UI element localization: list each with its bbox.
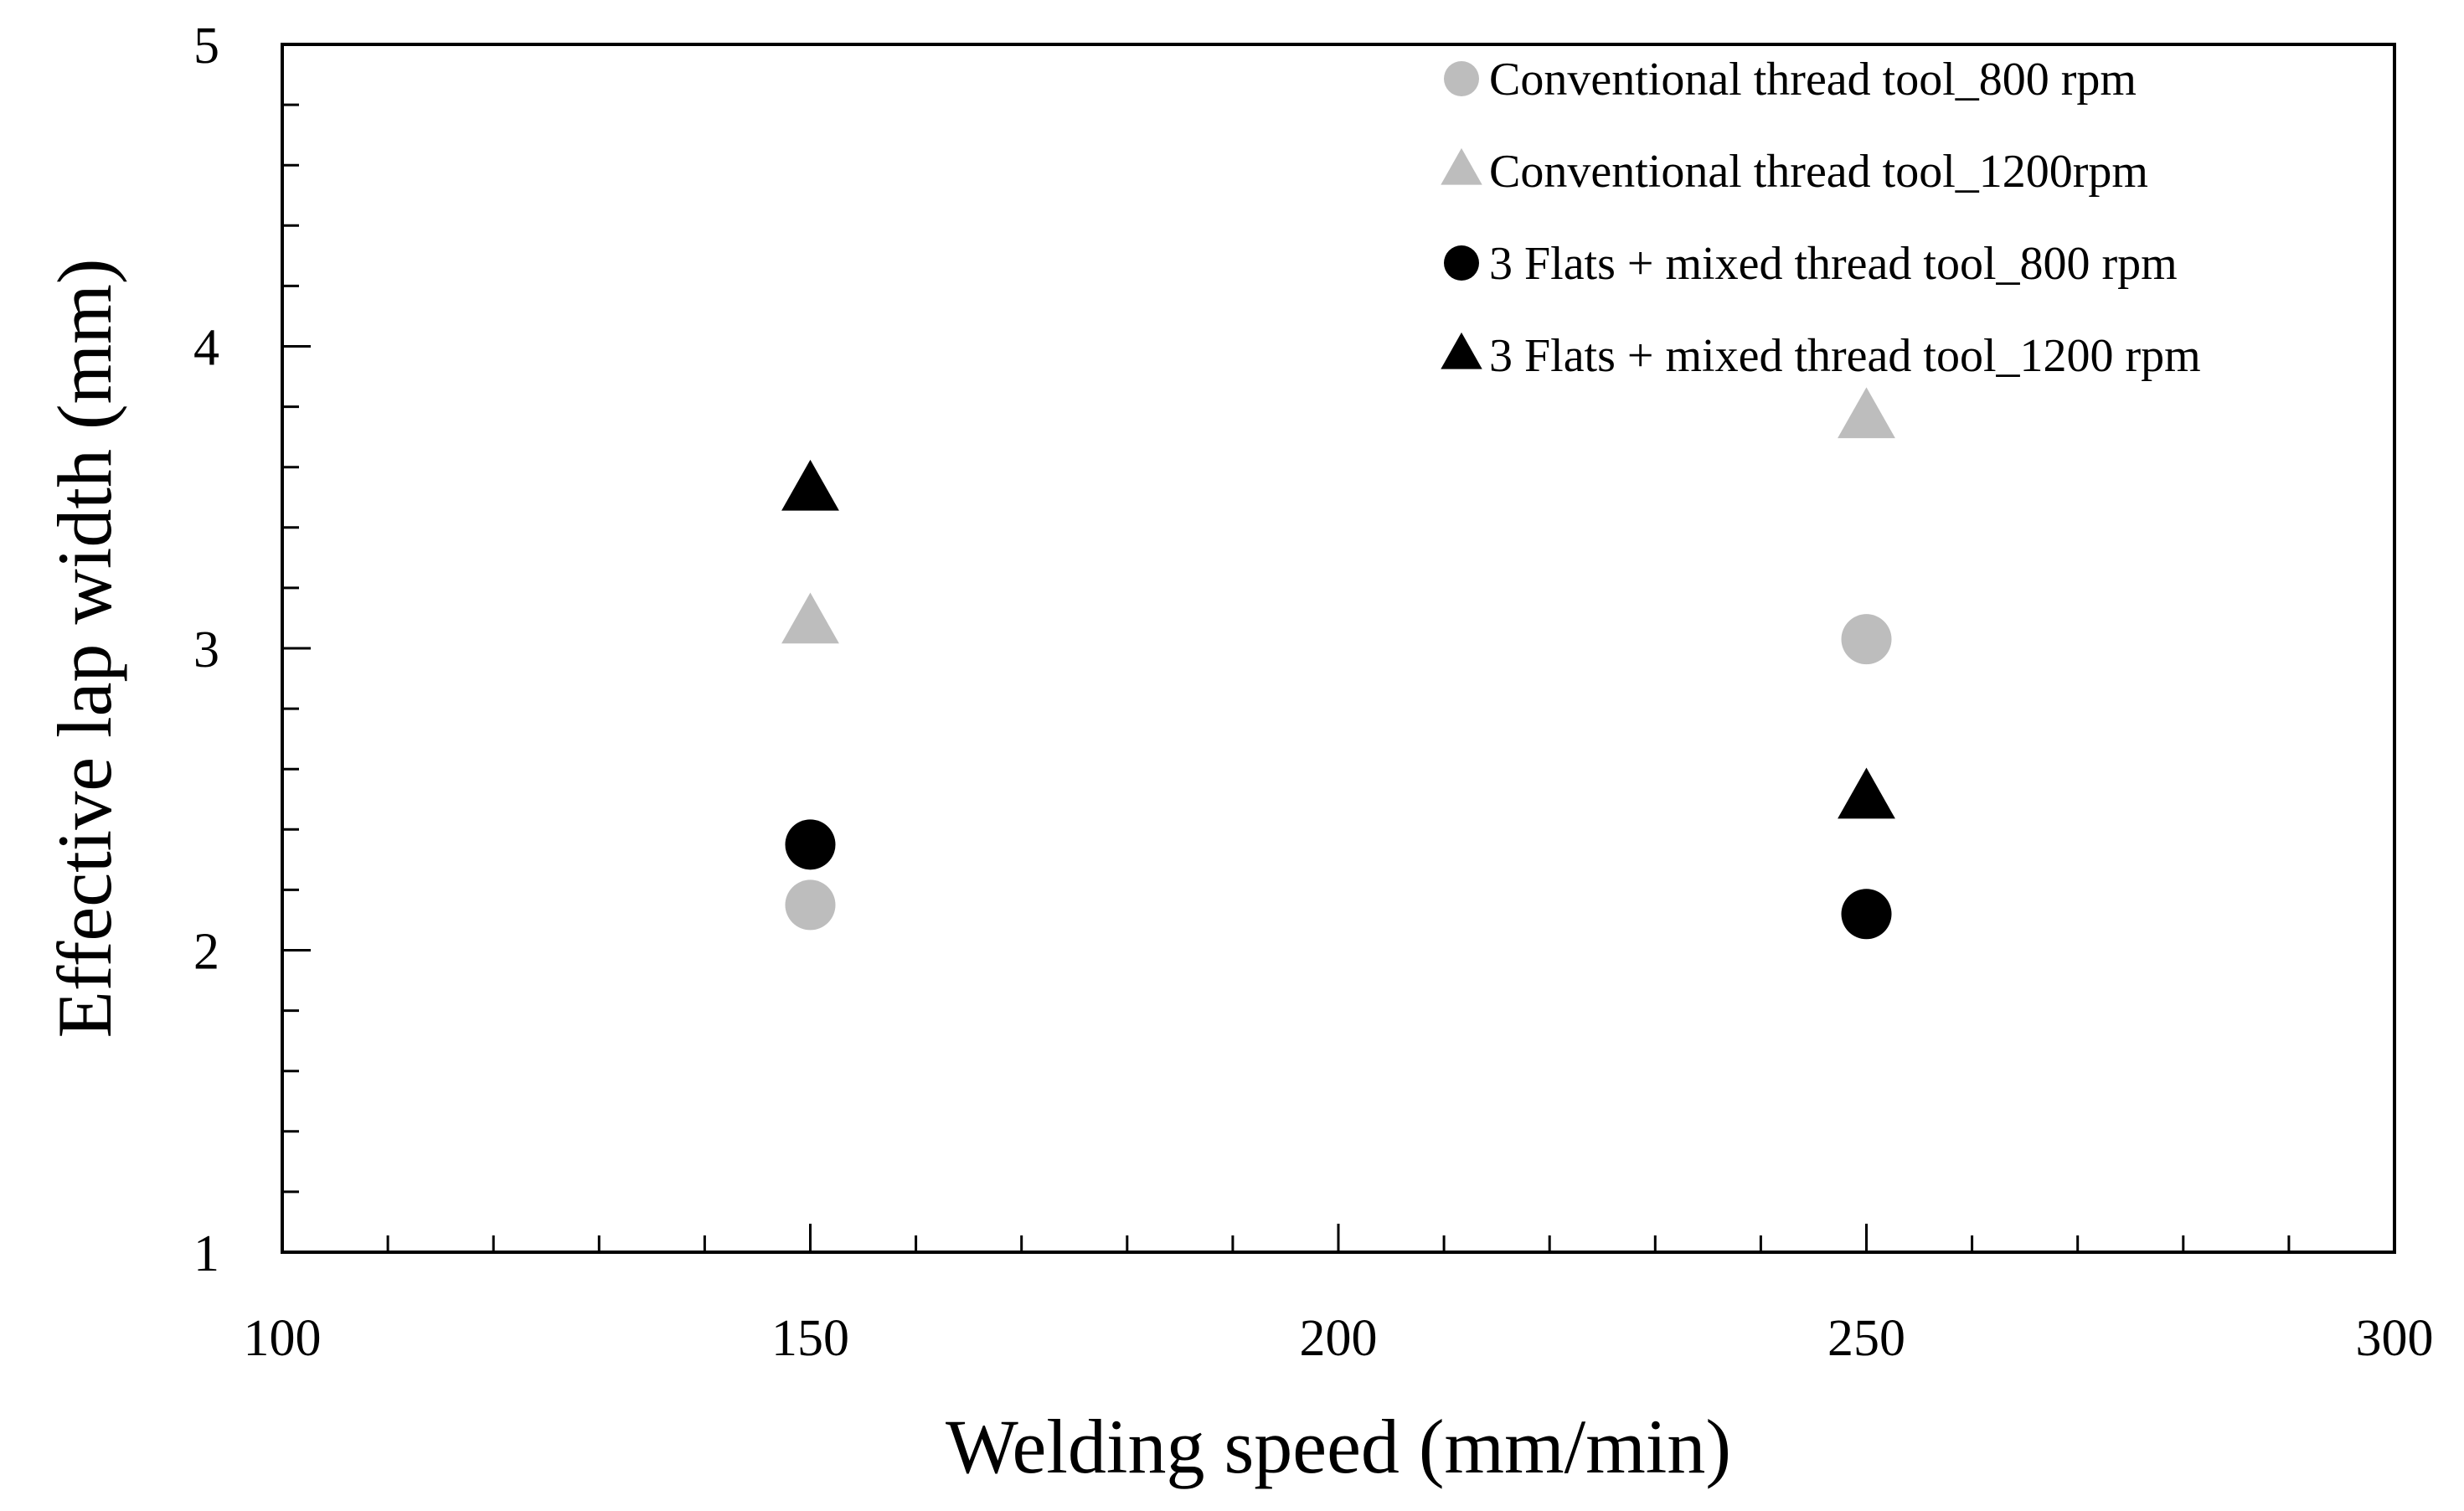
y-tick-label: 4: [193, 320, 219, 377]
y-tick-label: 1: [193, 1225, 219, 1282]
legend-marker: [1441, 147, 1482, 185]
x-axis-title: Welding speed (mm/min): [946, 1404, 1731, 1489]
legend-label: 3 Flats + mixed thread tool_800 rpm: [1489, 238, 2178, 290]
x-tick-label: 150: [771, 1310, 849, 1367]
legend-label: 3 Flats + mixed thread tool_1200 rpm: [1489, 330, 2201, 382]
data-point: [1841, 614, 1892, 665]
legend-marker: [1444, 245, 1479, 281]
data-point: [785, 819, 836, 870]
x-tick-label: 250: [1827, 1310, 1905, 1367]
y-tick-label: 5: [193, 18, 219, 75]
legend-label: Conventional thread tool_1200rpm: [1489, 146, 2148, 198]
tick-labels: 100 150 200 250 300 1 2 3 4 5: [193, 18, 2434, 1367]
data-point: [781, 459, 839, 511]
x-tick-label: 100: [244, 1310, 322, 1367]
legend: Conventional thread tool_800 rpm Conventi…: [1441, 54, 2201, 382]
plot-area-frame: [281, 43, 2396, 1254]
x-tick-label: 300: [2356, 1310, 2434, 1367]
axes: [281, 43, 2396, 1254]
x-tick-label: 200: [1300, 1310, 1378, 1367]
data-point: [781, 592, 839, 644]
y-axis-title: Effective lap width (mm): [42, 259, 127, 1039]
data-point: [1838, 387, 1895, 439]
y-tick-label: 3: [193, 621, 219, 678]
y-tick-label: 2: [193, 924, 219, 981]
data-points: [781, 387, 1895, 940]
tick-marks: [281, 43, 2396, 1254]
data-point: [785, 879, 836, 931]
legend-marker: [1441, 332, 1482, 369]
legend-marker: [1444, 61, 1479, 96]
data-point: [1841, 889, 1892, 940]
data-point: [1838, 767, 1895, 819]
legend-label: Conventional thread tool_800 rpm: [1489, 54, 2137, 106]
